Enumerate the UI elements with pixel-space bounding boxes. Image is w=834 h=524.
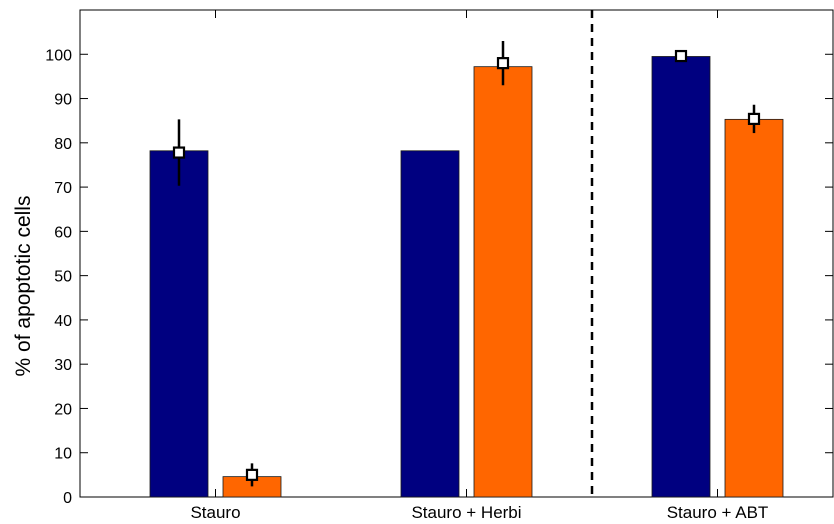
y-axis: 0 10 20 30 40 50 60 70 80 90 100 — [45, 47, 833, 507]
x-tick-label-1: Stauro + Herbi — [411, 503, 521, 522]
x-tick-label-0: Stauro — [190, 503, 240, 522]
y-tick-label-1: 10 — [54, 446, 72, 463]
bar-1-0 — [400, 150, 460, 498]
y-tick-label-4: 40 — [54, 313, 72, 330]
marker-0-0 — [172, 146, 186, 159]
x-axis: Stauro Stauro + Herbi Stauro + ABT — [190, 10, 768, 522]
marker-0-1 — [245, 468, 259, 481]
y-axis-title: % of apoptotic cells — [12, 196, 35, 377]
bar-2-1 — [724, 118, 784, 498]
y-tick-label-6: 60 — [54, 224, 72, 241]
y-tick-label-3: 30 — [54, 357, 72, 374]
y-tick-label-9: 90 — [54, 92, 72, 109]
bar-1-1 — [473, 66, 533, 498]
marker-2-0 — [674, 49, 688, 63]
y-tick-label-8: 80 — [54, 136, 72, 153]
y-tick-label-0: 0 — [63, 490, 72, 507]
y-tick-label-2: 20 — [54, 401, 72, 418]
y-tick-label-7: 70 — [54, 180, 72, 197]
error-bars — [172, 40, 761, 487]
y-tick-label-5: 50 — [54, 269, 72, 286]
bar-2-0 — [651, 56, 711, 498]
x-tick-label-2: Stauro + ABT — [667, 503, 769, 522]
y-tick-label-10: 100 — [45, 47, 72, 64]
bar-0-0 — [149, 150, 209, 498]
bars — [149, 56, 784, 498]
marker-2-1 — [747, 112, 761, 126]
marker-1-1 — [496, 57, 510, 70]
